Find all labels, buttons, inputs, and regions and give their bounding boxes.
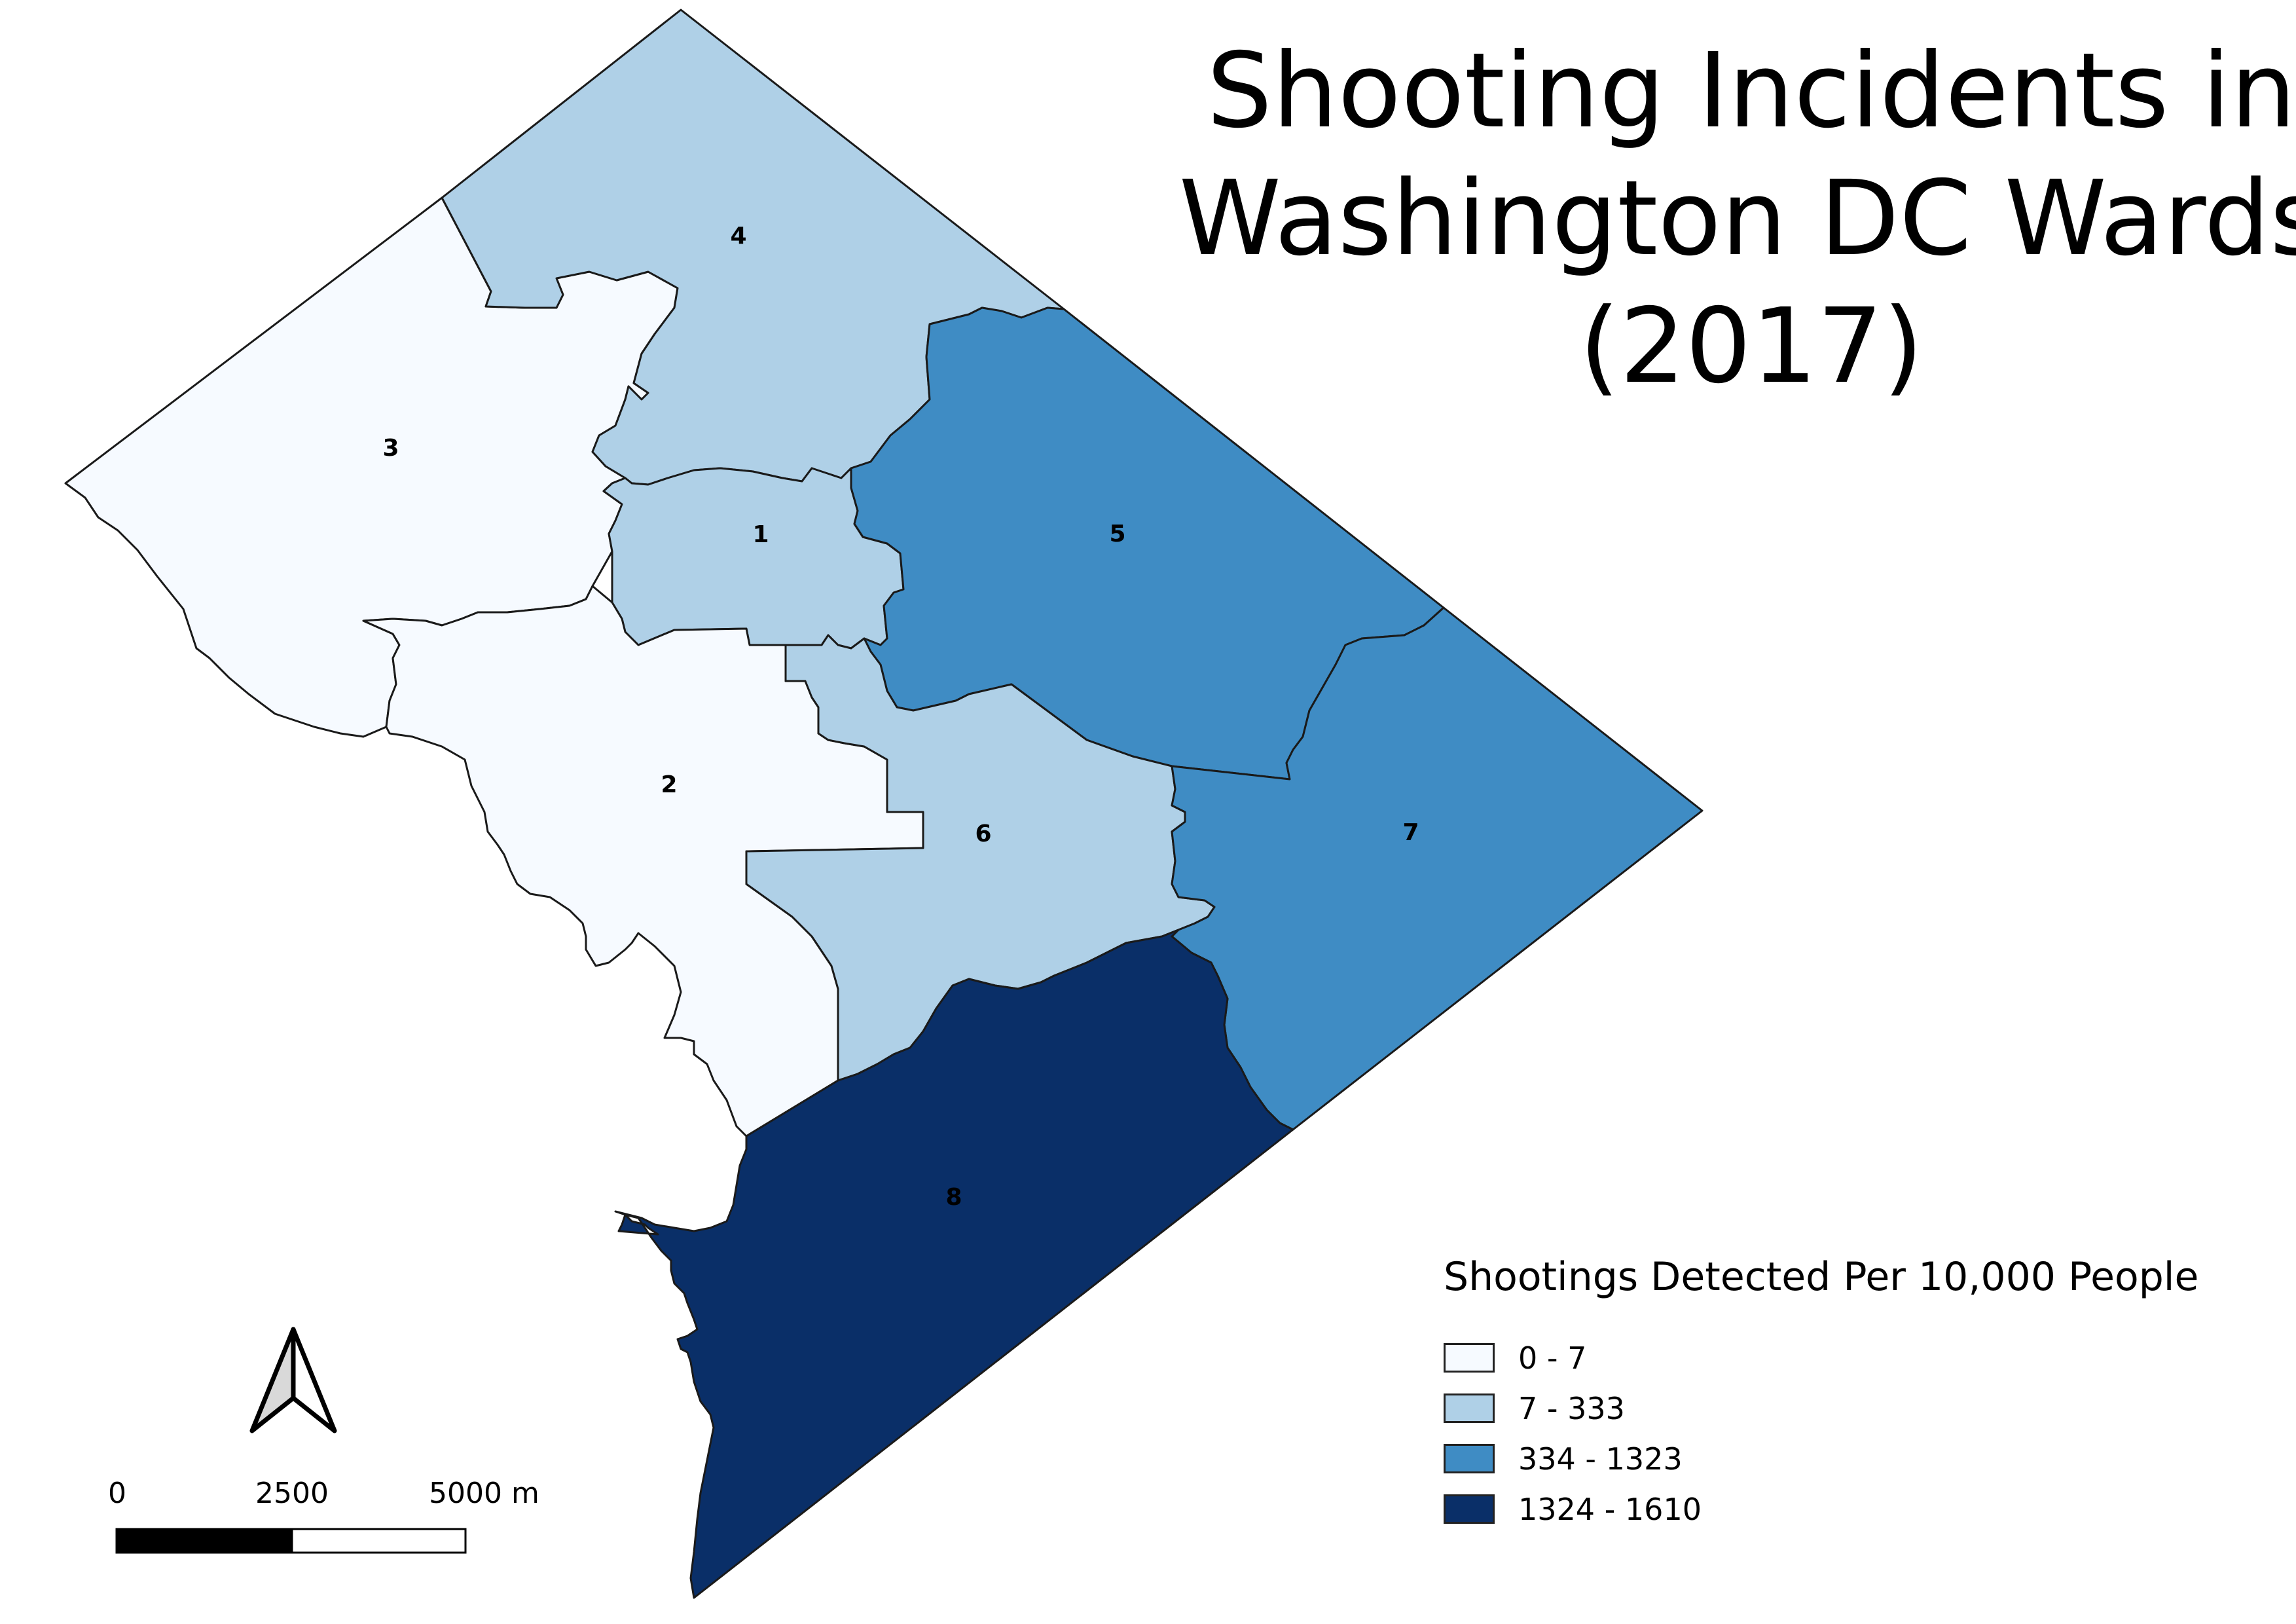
- legend-swatch: [1444, 1494, 1495, 1524]
- legend: Shootings Detected Per 10,000 People 0 -…: [1444, 1254, 2262, 1534]
- legend-label: 1324 - 1610: [1518, 1491, 1702, 1527]
- north-arrow-icon: [249, 1327, 337, 1433]
- ward-label: 3: [382, 435, 399, 462]
- map-title-line-3: (2017): [1579, 286, 1923, 407]
- scale-label-0: 0: [108, 1477, 126, 1510]
- ward-label: 2: [661, 771, 677, 798]
- legend-swatch: [1444, 1393, 1495, 1423]
- legend-swatch: [1444, 1444, 1495, 1473]
- legend-label: 0 - 7: [1518, 1340, 1587, 1376]
- legend-item: 0 - 7: [1444, 1333, 2262, 1383]
- map-title-line-1: Shooting Incidents in: [1207, 31, 2296, 151]
- ward-label: 7: [1402, 819, 1419, 846]
- legend-item: 1324 - 1610: [1444, 1484, 2262, 1534]
- legend-swatch: [1444, 1343, 1495, 1373]
- ward-label: 8: [945, 1184, 962, 1211]
- ward-label: 4: [730, 223, 746, 249]
- scale-label-2500: 2500: [255, 1477, 329, 1510]
- legend-label: 334 - 1323: [1518, 1441, 1683, 1477]
- scale-label-5000: 5000 m: [429, 1477, 539, 1510]
- map-title-line-2: Washington DC Wards: [1178, 158, 2296, 279]
- ward-label: 6: [975, 821, 991, 847]
- ward-label: 5: [1109, 521, 1125, 547]
- ward-label: 1: [752, 521, 769, 548]
- legend-item: 7 - 333: [1444, 1383, 2262, 1433]
- ward-2[interactable]: [362, 585, 924, 1137]
- legend-title: Shootings Detected Per 10,000 People: [1444, 1254, 2199, 1300]
- scale-bar: [115, 1528, 467, 1554]
- legend-item: 334 - 1323: [1444, 1433, 2262, 1484]
- legend-label: 7 - 333: [1518, 1390, 1625, 1426]
- ward-8[interactable]: [614, 929, 1294, 1599]
